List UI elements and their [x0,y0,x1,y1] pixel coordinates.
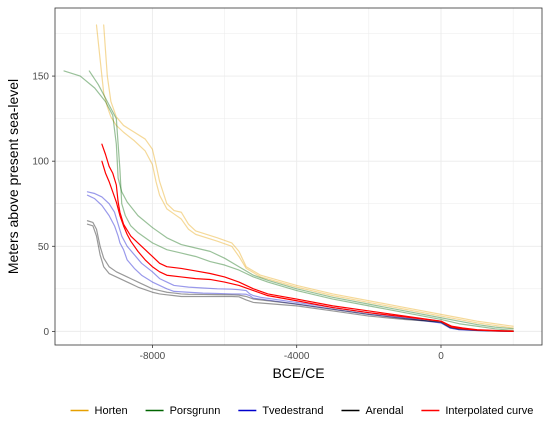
y-tick-label: 0 [43,327,49,338]
legend-item-interpolated-curve: Interpolated curve [421,405,533,417]
plot-border [54,7,543,346]
legend-label-arendal: Arendal [365,405,403,417]
x-tick-label: 0 [438,351,444,362]
series-line-arendal-7 [86,223,514,332]
legend-item-tvedestrand: Tvedestrand [238,405,323,417]
x-tick-label: -8000 [140,351,166,362]
axes: -8000 -4000 0 0 50 100 150 [32,72,444,362]
series-line-porsgrunn-2 [63,70,514,330]
plot-background [55,8,542,345]
legend-item-horten: Horten [70,405,128,417]
legend-item-porsgrunn: Porsgrunn [145,405,221,417]
series-line-horten-0 [95,24,514,329]
series-line-tvedestrand-4 [86,191,514,332]
series-line-interpolated-curve-9 [101,160,514,332]
legend: Horten Porsgrunn Tvedestrand Arendal Interpo… [70,405,533,417]
legend-label-interpolated-curve: Interpolated curve [445,405,533,417]
legend-label-porsgrunn: Porsgrunn [170,405,221,417]
series-line-porsgrunn-3 [88,70,514,332]
legend-label-tvedestrand: Tvedestrand [262,405,323,417]
legend-item-arendal: Arendal [341,405,403,417]
y-tick-label: 100 [32,157,49,168]
y-axis-title: Meters above present sea-level [5,79,21,274]
series-lines [63,24,514,332]
series-line-arendal-6 [86,220,514,332]
y-tick-label: 50 [38,242,50,253]
x-tick-label: -4000 [284,351,310,362]
series-line-horten-1 [103,24,514,327]
grid-lines [55,8,542,345]
y-tick-label: 150 [32,72,49,83]
x-axis-title: BCE/CE [272,365,324,381]
legend-label-horten: Horten [95,405,128,417]
series-line-tvedestrand-5 [86,194,514,332]
